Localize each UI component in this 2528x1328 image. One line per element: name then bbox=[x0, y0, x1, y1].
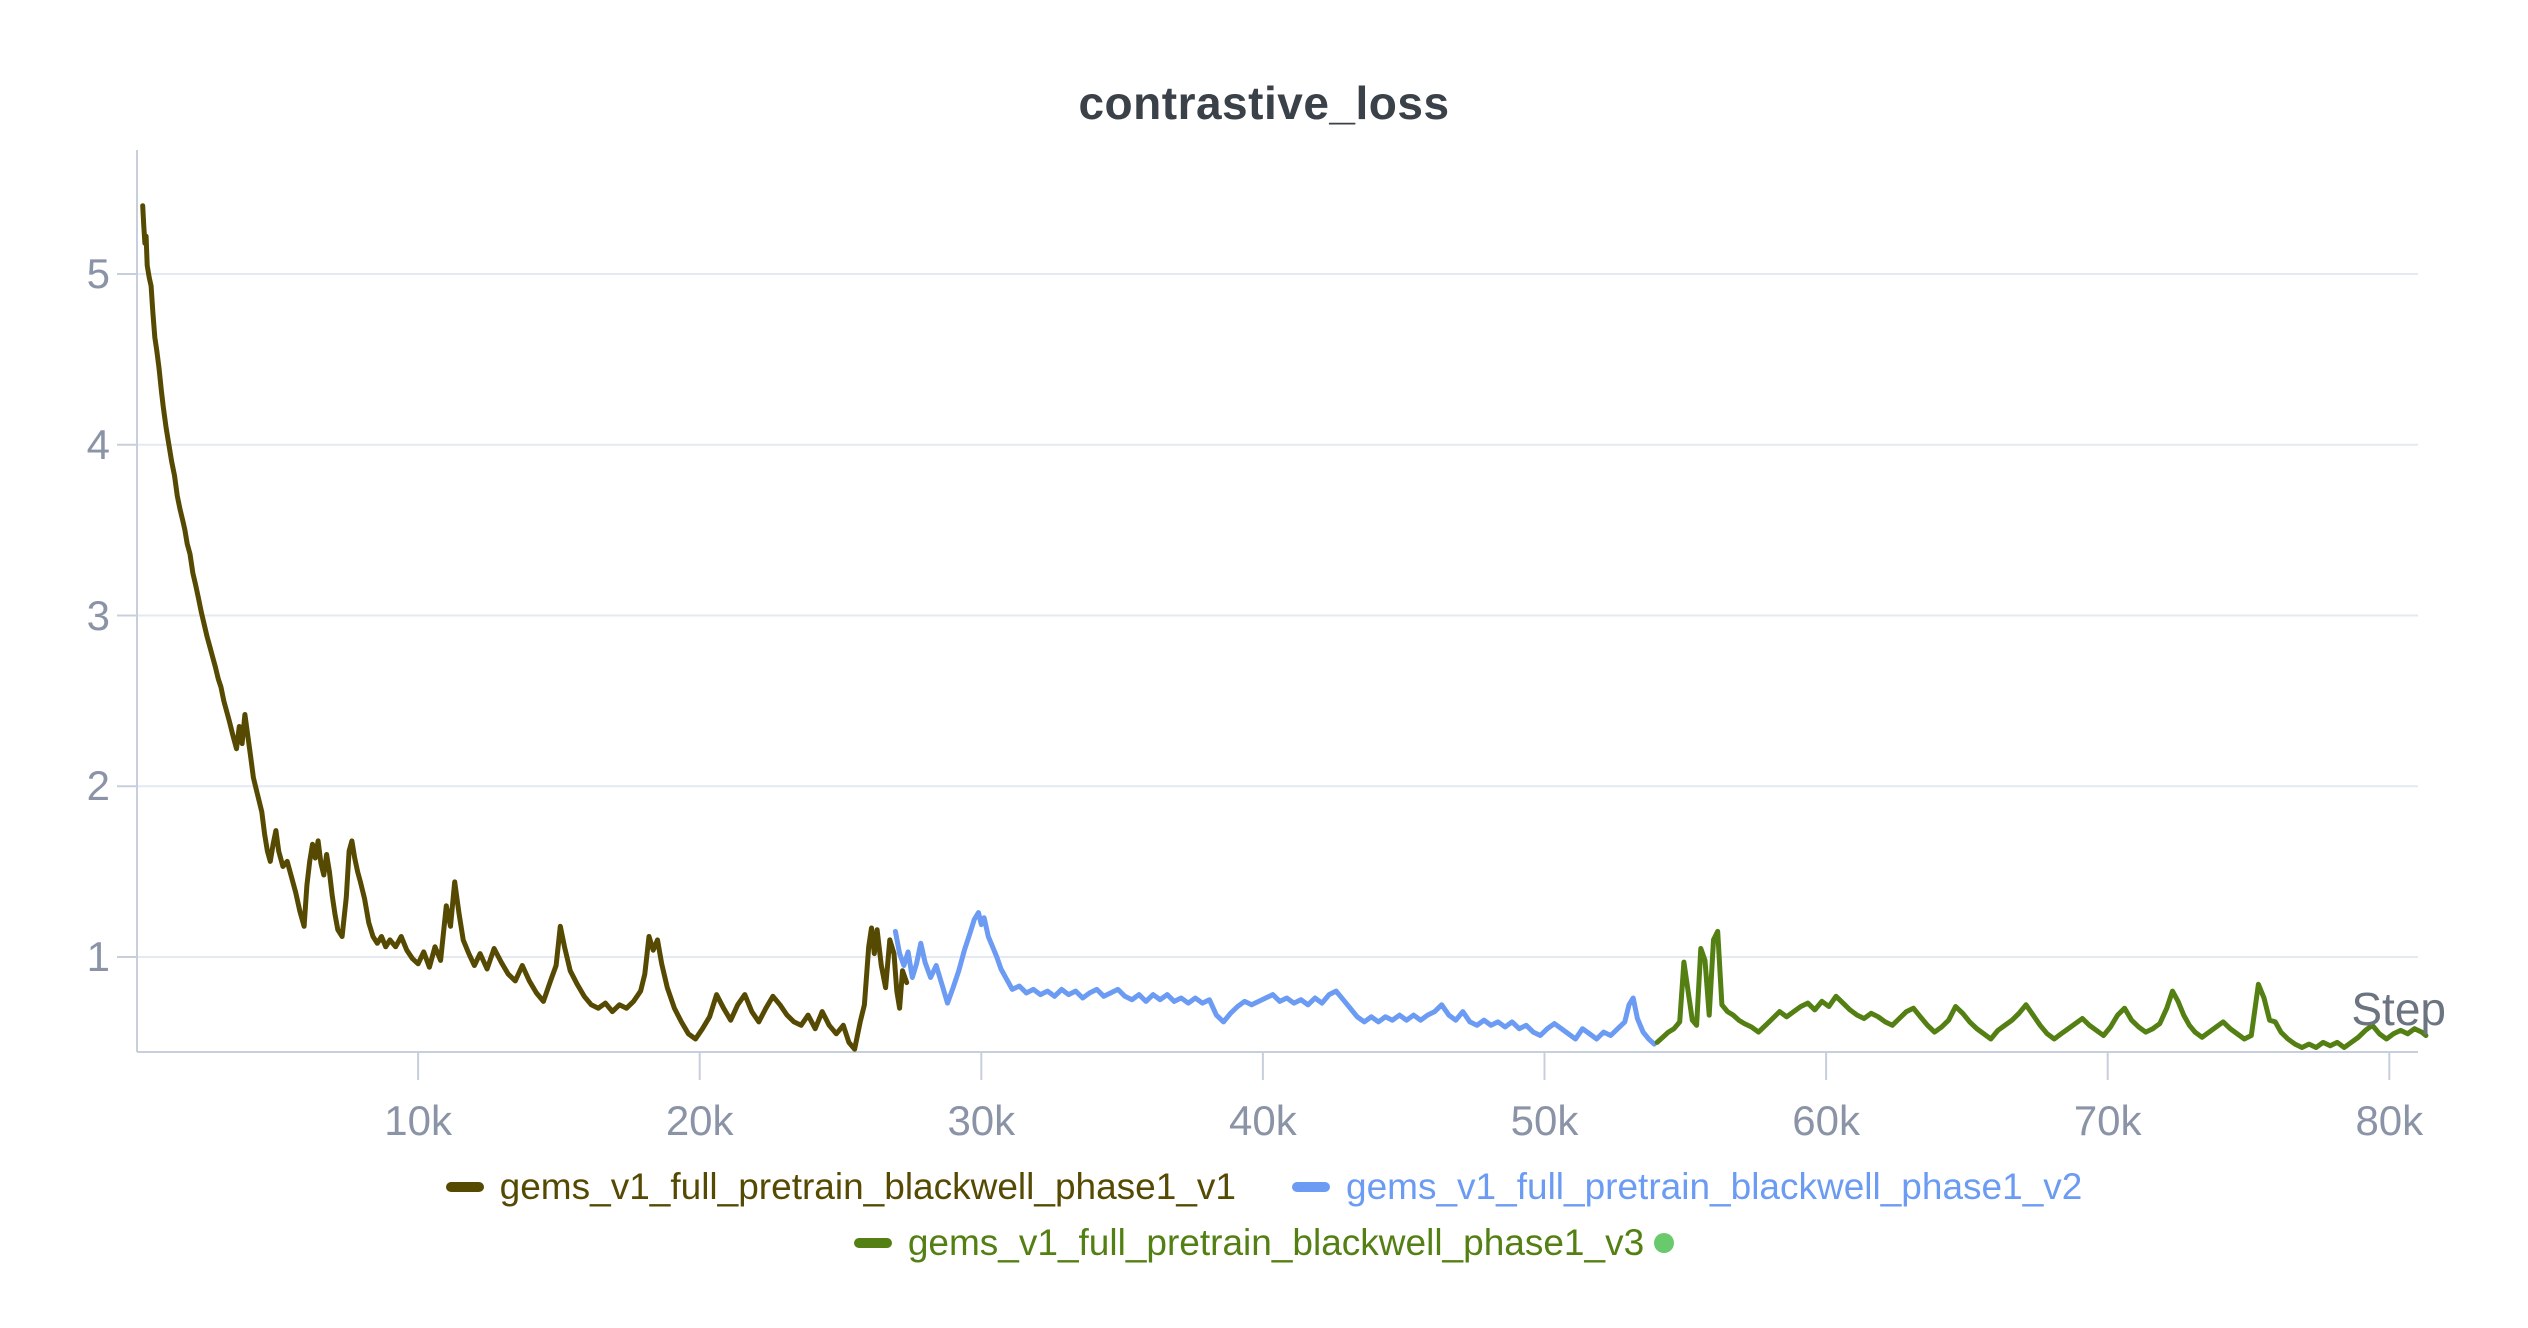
y-tick-label: 2 bbox=[86, 762, 110, 810]
series-name-v2: gems_v1_full_pretrain_blackwell_phase1_v… bbox=[1346, 1166, 2083, 1207]
live-run-indicator-icon bbox=[1654, 1233, 1675, 1253]
x-tick-label: 40k bbox=[1229, 1097, 1297, 1144]
chart-title: contrastive_loss bbox=[1078, 77, 1450, 129]
legend-item-run-v1[interactable]: gems_v1_full_pretrain_blackwell_phase1_v… bbox=[445, 1166, 1236, 1208]
legend-item-run-v2[interactable]: gems_v1_full_pretrain_blackwell_phase1_v… bbox=[1292, 1166, 2082, 1208]
legend: gems_v1_full_pretrain_blackwell_phase1_v… bbox=[0, 1166, 2528, 1264]
series-color-swatch-v1 bbox=[445, 1182, 484, 1192]
legend-row-1: gems_v1_full_pretrain_blackwell_phase1_v… bbox=[445, 1166, 2082, 1208]
y-tick-label: 5 bbox=[86, 250, 110, 297]
x-tick-label: 30k bbox=[947, 1097, 1016, 1144]
series-name-v3: gems_v1_full_pretrain_blackwell_phase1_v… bbox=[907, 1222, 1645, 1263]
x-axis-title: Step bbox=[2351, 983, 2446, 1035]
x-tick-label: 10k bbox=[384, 1097, 452, 1144]
series-line-2 bbox=[892, 910, 1657, 1047]
y-tick-label: 1 bbox=[86, 933, 110, 980]
legend-item-run-v3[interactable]: gems_v1_full_pretrain_blackwell_phase1_v… bbox=[853, 1222, 1675, 1264]
x-tick-label: 50k bbox=[1510, 1097, 1579, 1144]
x-tick-label: 20k bbox=[665, 1097, 734, 1144]
series-color-swatch-v2 bbox=[1292, 1182, 1330, 1192]
y-tick-label: 4 bbox=[86, 420, 110, 468]
x-tick-label: 60k bbox=[1792, 1097, 1860, 1144]
y-tick-label: 3 bbox=[86, 591, 110, 639]
series-line-1 bbox=[140, 203, 910, 1052]
series-color-swatch-v3 bbox=[853, 1238, 892, 1248]
series-line-3 bbox=[1654, 928, 2429, 1050]
series-name-v1: gems_v1_full_pretrain_blackwell_phase1_v… bbox=[499, 1166, 1236, 1207]
x-tick-label: 80k bbox=[2355, 1097, 2424, 1144]
legend-row-2: gems_v1_full_pretrain_blackwell_phase1_v… bbox=[853, 1222, 1675, 1264]
x-tick-label: 70k bbox=[2073, 1097, 2142, 1144]
